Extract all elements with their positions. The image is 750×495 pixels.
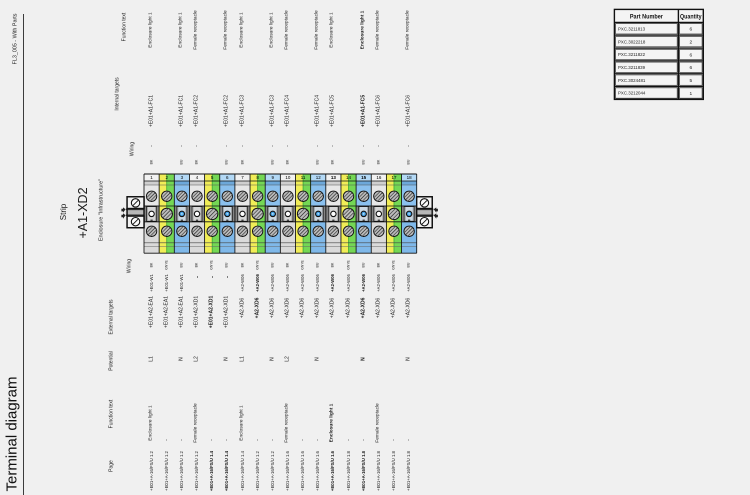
svg-text:16: 16	[376, 175, 382, 180]
svg-text:PXC.3212044: PXC.3212044	[618, 91, 646, 96]
svg-text:1: 1	[689, 91, 692, 97]
svg-text:2: 2	[165, 175, 168, 180]
svg-text:PXC.3211839: PXC.3211839	[618, 65, 646, 70]
svg-text:12: 12	[316, 175, 322, 180]
svg-text:PXC.3211813: PXC.3211813	[618, 27, 646, 32]
svg-text:Quantity: Quantity	[680, 14, 702, 21]
svg-text:3: 3	[181, 175, 184, 180]
svg-text:2: 2	[689, 39, 692, 45]
svg-text:8: 8	[256, 175, 259, 180]
svg-text:Part Number: Part Number	[630, 14, 664, 21]
svg-text:PXC.3211822: PXC.3211822	[618, 52, 646, 57]
svg-text:15: 15	[361, 175, 367, 180]
svg-text:10: 10	[285, 175, 291, 180]
svg-text:6: 6	[226, 175, 229, 180]
svg-text:6: 6	[689, 27, 692, 33]
svg-text:13: 13	[331, 175, 337, 180]
svg-text:6: 6	[689, 52, 692, 58]
svg-text:7: 7	[241, 175, 244, 180]
svg-text:11: 11	[301, 175, 306, 180]
svg-text:9: 9	[272, 175, 275, 180]
svg-text:6: 6	[689, 65, 692, 71]
svg-text:5: 5	[689, 78, 692, 84]
svg-text:PXC.3022218: PXC.3022218	[618, 39, 646, 44]
svg-text:4: 4	[196, 175, 199, 180]
svg-text:18: 18	[407, 175, 413, 180]
svg-text:14: 14	[346, 175, 352, 180]
svg-text:1: 1	[150, 175, 153, 180]
svg-text:PXC.3024481: PXC.3024481	[618, 78, 646, 83]
svg-text:5: 5	[211, 175, 214, 180]
svg-text:17: 17	[391, 175, 397, 180]
